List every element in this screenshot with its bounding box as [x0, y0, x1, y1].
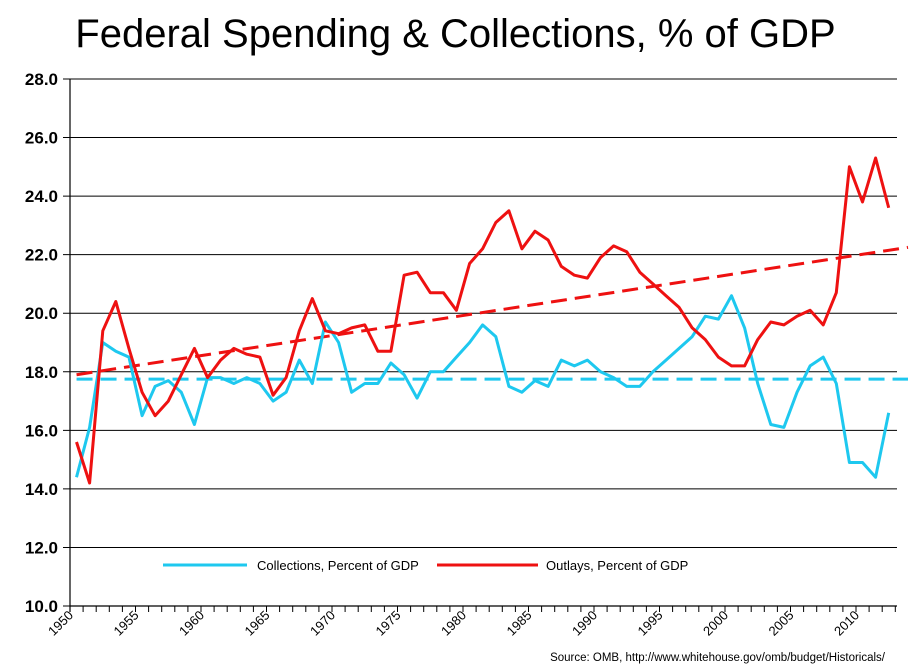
x-tick-label: 1995: [635, 608, 666, 639]
x-tick-label: 1960: [176, 608, 207, 639]
trendline-outlays: [76, 245, 909, 377]
y-tick-label: 20.0: [25, 304, 58, 323]
y-tick-label: 26.0: [25, 129, 58, 148]
x-tick-label: 1955: [111, 608, 142, 639]
x-tick-label: 1990: [569, 608, 600, 639]
legend-label-outlays: Outlays, Percent of GDP: [546, 558, 688, 573]
y-tick-labels: 10.0 12.0 14.0 16.0 18.0 20.0 22.0 24.0 26.0 28.0: [25, 70, 58, 616]
chart-title: Federal Spending & Collections, % of GDP: [75, 12, 836, 56]
axes: [69, 79, 897, 612]
y-tick-label: 24.0: [25, 187, 58, 206]
y-tick-label: 16.0: [25, 421, 58, 440]
source-note: Source: OMB, http://www.whitehouse.gov/o…: [550, 652, 885, 664]
y-tick-label: 14.0: [25, 480, 58, 499]
x-tick-label: 1970: [307, 608, 338, 639]
y-tick-label: 12.0: [25, 538, 58, 557]
x-tick-label: 1985: [504, 608, 535, 639]
series-lines: [75, 156, 891, 485]
gridlines: [63, 78, 897, 607]
x-tick-label: 2000: [700, 608, 731, 639]
trendlines: [76, 245, 909, 381]
legend-label-collections: Collections, Percent of GDP: [257, 558, 419, 573]
x-tick-label: 1980: [438, 608, 469, 639]
y-tick-label: 28.0: [25, 70, 58, 89]
legend: Collections, Percent of GDP Outlays, Per…: [163, 558, 688, 573]
x-tick-labels: 1950 1955 1960 1965 1970 1975 1980 1985 1990 1995…: [45, 608, 862, 639]
x-tick-label: 2010: [831, 608, 862, 639]
x-tick-label: 1975: [373, 608, 404, 639]
series-line-outlays: [75, 156, 891, 485]
x-tick-label: 1965: [242, 608, 273, 639]
x-tick-label: 2005: [766, 608, 797, 639]
y-tick-label: 10.0: [25, 597, 58, 616]
y-tick-label: 18.0: [25, 363, 58, 382]
series-line-collections: [75, 294, 891, 479]
y-tick-label: 22.0: [25, 246, 58, 265]
